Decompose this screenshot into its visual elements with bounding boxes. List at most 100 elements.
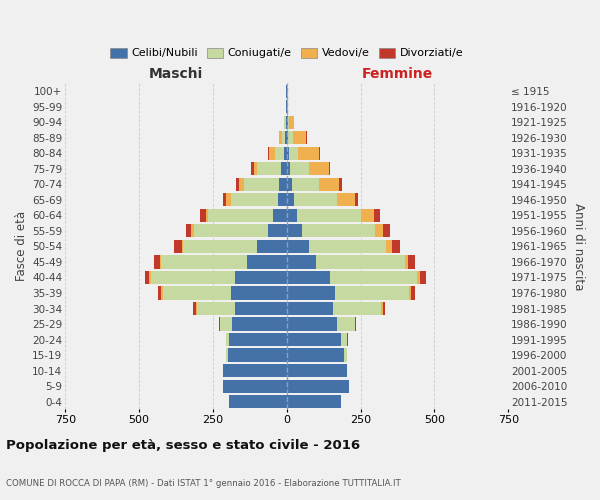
Bar — [411, 286, 415, 300]
Bar — [293, 131, 306, 144]
Bar — [287, 333, 341, 346]
Bar — [319, 178, 340, 191]
Bar — [230, 286, 287, 300]
Bar — [361, 208, 374, 222]
Bar — [268, 146, 269, 160]
Text: Popolazione per età, sesso e stato civile - 2016: Popolazione per età, sesso e stato civil… — [6, 440, 360, 452]
Bar — [319, 146, 320, 160]
Bar — [288, 131, 293, 144]
Bar — [409, 286, 411, 300]
Bar — [187, 224, 191, 237]
Bar — [223, 380, 287, 393]
Bar — [383, 302, 385, 315]
Bar — [145, 271, 149, 284]
Bar — [158, 286, 161, 300]
Bar — [223, 193, 226, 206]
Bar — [182, 240, 184, 253]
Bar — [310, 162, 329, 175]
Bar — [220, 318, 232, 330]
Bar — [355, 193, 358, 206]
Bar — [309, 240, 386, 253]
Bar — [329, 271, 417, 284]
Legend: Celibi/Nubili, Coniugati/e, Vedovi/e, Divorziati/e: Celibi/Nubili, Coniugati/e, Vedovi/e, Di… — [106, 43, 468, 63]
Bar — [294, 193, 337, 206]
Bar — [236, 178, 239, 191]
Bar — [268, 224, 287, 237]
Bar — [298, 146, 319, 160]
Bar — [337, 318, 355, 330]
Bar — [286, 116, 287, 129]
Bar — [287, 318, 337, 330]
Bar — [151, 271, 235, 284]
Bar — [280, 131, 283, 144]
Bar — [196, 302, 197, 315]
Bar — [287, 100, 288, 113]
Bar — [383, 224, 390, 237]
Y-axis label: Anni di nascita: Anni di nascita — [572, 202, 585, 290]
Bar — [287, 131, 288, 144]
Bar — [287, 380, 349, 393]
Bar — [247, 256, 287, 268]
Bar — [194, 224, 268, 237]
Bar — [329, 162, 330, 175]
Bar — [287, 146, 289, 160]
Bar — [376, 224, 383, 237]
Bar — [163, 286, 230, 300]
Bar — [161, 256, 247, 268]
Bar — [200, 208, 206, 222]
Bar — [289, 146, 298, 160]
Bar — [316, 256, 405, 268]
Bar — [274, 208, 287, 222]
Bar — [280, 178, 287, 191]
Bar — [257, 162, 281, 175]
Bar — [381, 302, 383, 315]
Bar — [193, 302, 196, 315]
Bar — [235, 302, 287, 315]
Bar — [283, 131, 285, 144]
Bar — [160, 256, 161, 268]
Bar — [287, 178, 292, 191]
Bar — [287, 224, 302, 237]
Bar — [386, 240, 392, 253]
Bar — [417, 271, 419, 284]
Bar — [287, 256, 316, 268]
Bar — [302, 224, 376, 237]
Bar — [226, 348, 227, 362]
Bar — [254, 162, 257, 175]
Bar — [191, 224, 194, 237]
Bar — [287, 286, 335, 300]
Bar — [184, 240, 257, 253]
Bar — [392, 240, 400, 253]
Bar — [297, 208, 361, 222]
Bar — [405, 256, 408, 268]
Bar — [287, 364, 347, 377]
Bar — [284, 146, 287, 160]
Bar — [287, 395, 341, 408]
Bar — [235, 271, 287, 284]
Bar — [154, 256, 160, 268]
Bar — [344, 348, 347, 362]
Bar — [287, 302, 332, 315]
Bar — [332, 302, 381, 315]
Bar — [287, 271, 329, 284]
Bar — [284, 116, 286, 129]
Bar — [226, 333, 229, 346]
Bar — [340, 178, 341, 191]
Bar — [285, 131, 287, 144]
Bar — [175, 240, 182, 253]
Bar — [149, 271, 151, 284]
Bar — [161, 286, 163, 300]
Bar — [355, 318, 356, 330]
Bar — [223, 364, 287, 377]
Bar — [208, 208, 274, 222]
Bar — [229, 395, 287, 408]
Bar — [281, 162, 287, 175]
Bar — [335, 286, 409, 300]
Bar — [287, 208, 297, 222]
Bar — [374, 208, 380, 222]
Bar — [287, 193, 294, 206]
Bar — [337, 193, 355, 206]
Bar — [419, 271, 425, 284]
Y-axis label: Fasce di età: Fasce di età — [15, 212, 28, 282]
Bar — [408, 256, 415, 268]
